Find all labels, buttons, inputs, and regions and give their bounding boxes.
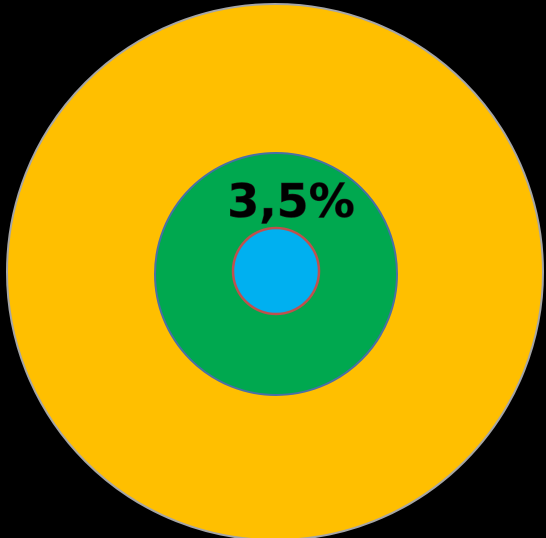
percentage-label: 3,5% xyxy=(227,174,355,228)
inner-circle xyxy=(231,226,321,316)
